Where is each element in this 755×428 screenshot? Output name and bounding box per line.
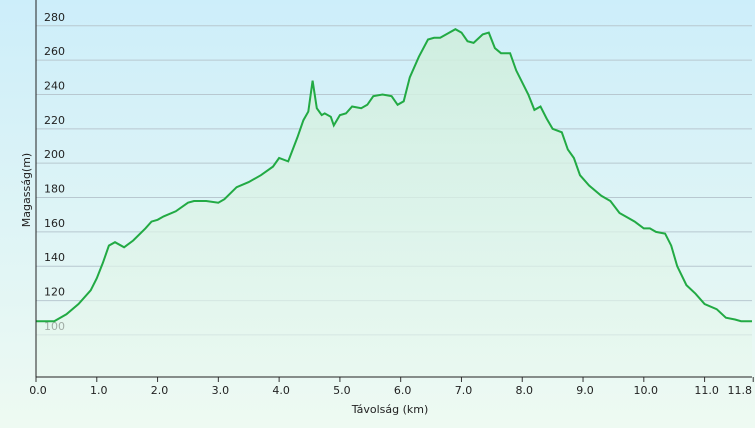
y-tick-label: 180 bbox=[44, 183, 65, 196]
y-tick-label: 120 bbox=[44, 286, 65, 299]
x-tick-label: 11.0 bbox=[694, 384, 719, 397]
x-tick-label: 3.0 bbox=[212, 384, 230, 397]
x-tick-label: 7.0 bbox=[455, 384, 473, 397]
y-axis-label: Magasság(m) bbox=[20, 153, 33, 227]
y-tick-label: 200 bbox=[44, 148, 65, 161]
x-tick-label: 8.0 bbox=[515, 384, 533, 397]
area bbox=[36, 29, 752, 377]
x-tick-label: 4.0 bbox=[272, 384, 290, 397]
y-tick-label: 140 bbox=[44, 251, 65, 264]
y-tick-label: 160 bbox=[44, 217, 65, 230]
y-tick-label: 260 bbox=[44, 45, 65, 58]
x-tick-label: 6.0 bbox=[394, 384, 412, 397]
x-axis-label: Távolság (km) bbox=[351, 403, 429, 416]
x-tick-label: 11.8 bbox=[728, 384, 753, 397]
line bbox=[36, 28, 752, 323]
y-tick-label: 280 bbox=[44, 11, 65, 24]
x-tick-label: 5.0 bbox=[333, 384, 351, 397]
y-tick-label: 240 bbox=[44, 79, 65, 92]
y-tick-label: 220 bbox=[44, 114, 65, 127]
x-tick-label: 0.0 bbox=[29, 384, 47, 397]
x-tick-label: 9.0 bbox=[576, 384, 594, 397]
x-tick-label: 1.0 bbox=[90, 384, 108, 397]
x-tick-label: 2.0 bbox=[151, 384, 169, 397]
x-tick-label: 10.0 bbox=[634, 384, 659, 397]
